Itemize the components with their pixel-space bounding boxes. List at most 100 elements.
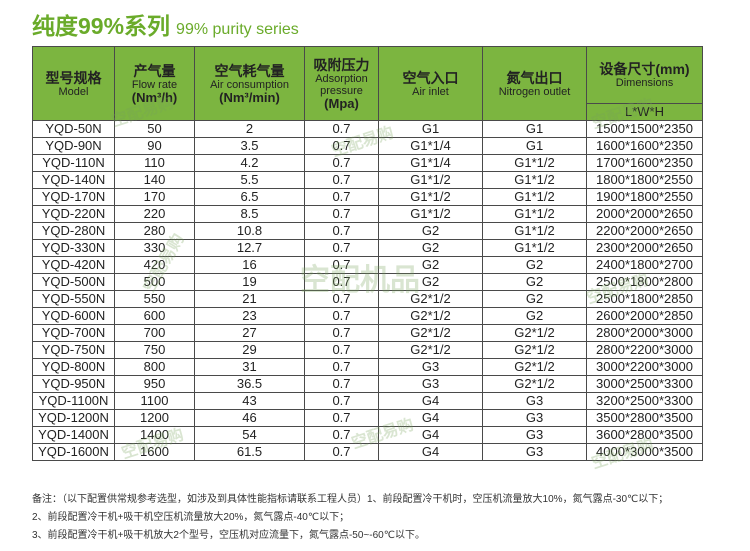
cell-pressure: 0.7 bbox=[304, 375, 379, 393]
table-row: YQD-110N 110 4.2 0.7 G1*1/4 G1*1/2 1700*1600*2… bbox=[32, 154, 703, 172]
cell-air-consumption: 3.5 bbox=[194, 137, 305, 155]
table-row: YQD-50N 50 2 0.7 G1 G1 1500*1500*2350 bbox=[32, 120, 703, 138]
cell-model: YQD-1400N bbox=[32, 426, 115, 444]
table-row: YQD-220N 220 8.5 0.7 G1*1/2 G1*1/2 2000*2000*2… bbox=[32, 205, 703, 223]
cell-dimensions: 1600*1600*2350 bbox=[586, 137, 703, 155]
table-row: YQD-750N 750 29 0.7 G2*1/2 G2*1/2 2800*2200*30… bbox=[32, 341, 703, 359]
cell-dimensions: 3000*2500*3300 bbox=[586, 375, 703, 393]
spec-table-body: YQD-50N 50 2 0.7 G1 G1 1500*1500*2350 YQD-90N 90… bbox=[32, 120, 703, 461]
cell-pressure: 0.7 bbox=[304, 273, 379, 291]
cell-flow-rate: 330 bbox=[114, 239, 195, 257]
cell-nitrogen-outlet: G2*1/2 bbox=[482, 358, 587, 376]
note-line: 3、前段配置冷干机+吸干机放大2个型号，空压机对应流量下，氮气露点-50~-60… bbox=[32, 530, 425, 541]
cell-nitrogen-outlet: G1 bbox=[482, 120, 587, 138]
cell-nitrogen-outlet: G3 bbox=[482, 426, 587, 444]
cell-pressure: 0.7 bbox=[304, 239, 379, 257]
title-zh: 纯度99%系列 bbox=[32, 13, 171, 39]
cell-air-inlet: G1 bbox=[378, 120, 483, 138]
cell-dimensions: 2400*1800*2700 bbox=[586, 256, 703, 274]
cell-model: YQD-1200N bbox=[32, 409, 115, 427]
cell-air-consumption: 12.7 bbox=[194, 239, 305, 257]
header-dimensions-sub: L*W*H bbox=[586, 103, 703, 121]
cell-flow-rate: 500 bbox=[114, 273, 195, 291]
cell-dimensions: 3600*2800*3500 bbox=[586, 426, 703, 444]
cell-air-consumption: 19 bbox=[194, 273, 305, 291]
cell-dimensions: 2500*1800*2800 bbox=[586, 273, 703, 291]
spec-table: 型号规格 Model 产气量 Flow rate (Nm³/h) 空气耗气量 A… bbox=[32, 46, 703, 461]
cell-air-consumption: 2 bbox=[194, 120, 305, 138]
cell-model: YQD-1100N bbox=[32, 392, 115, 410]
cell-pressure: 0.7 bbox=[304, 358, 379, 376]
cell-dimensions: 3500*2800*3500 bbox=[586, 409, 703, 427]
cell-nitrogen-outlet: G3 bbox=[482, 443, 587, 461]
cell-pressure: 0.7 bbox=[304, 392, 379, 410]
cell-nitrogen-outlet: G3 bbox=[482, 409, 587, 427]
header-model: 型号规格 Model bbox=[32, 46, 115, 121]
cell-air-consumption: 29 bbox=[194, 341, 305, 359]
cell-air-inlet: G4 bbox=[378, 409, 483, 427]
cell-flow-rate: 1100 bbox=[114, 392, 195, 410]
cell-model: YQD-800N bbox=[32, 358, 115, 376]
cell-air-inlet: G4 bbox=[378, 443, 483, 461]
cell-air-consumption: 5.5 bbox=[194, 171, 305, 189]
cell-flow-rate: 140 bbox=[114, 171, 195, 189]
cell-air-inlet: G1*1/2 bbox=[378, 188, 483, 206]
cell-air-consumption: 46 bbox=[194, 409, 305, 427]
cell-flow-rate: 110 bbox=[114, 154, 195, 172]
cell-air-consumption: 10.8 bbox=[194, 222, 305, 240]
cell-air-consumption: 61.5 bbox=[194, 443, 305, 461]
table-row: YQD-420N 420 16 0.7 G2 G2 2400*1800*2700 bbox=[32, 256, 703, 274]
table-row: YQD-1100N 1100 43 0.7 G4 G3 3200*2500*3300 bbox=[32, 392, 703, 410]
cell-air-inlet: G2 bbox=[378, 256, 483, 274]
cell-air-inlet: G4 bbox=[378, 392, 483, 410]
cell-nitrogen-outlet: G1*1/2 bbox=[482, 154, 587, 172]
table-row: YQD-800N 800 31 0.7 G3 G2*1/2 3000*2200*3000 bbox=[32, 358, 703, 376]
cell-air-inlet: G1*1/2 bbox=[378, 205, 483, 223]
cell-model: YQD-600N bbox=[32, 307, 115, 325]
table-row: YQD-280N 280 10.8 0.7 G2 G1*1/2 2200*2000*2650 bbox=[32, 222, 703, 240]
table-row: YQD-1600N 1600 61.5 0.7 G4 G3 4000*3000*3500 bbox=[32, 443, 703, 461]
cell-flow-rate: 1400 bbox=[114, 426, 195, 444]
cell-flow-rate: 50 bbox=[114, 120, 195, 138]
cell-pressure: 0.7 bbox=[304, 307, 379, 325]
cell-pressure: 0.7 bbox=[304, 120, 379, 138]
cell-nitrogen-outlet: G2 bbox=[482, 273, 587, 291]
cell-air-inlet: G3 bbox=[378, 375, 483, 393]
cell-pressure: 0.7 bbox=[304, 443, 379, 461]
cell-nitrogen-outlet: G2*1/2 bbox=[482, 324, 587, 342]
cell-pressure: 0.7 bbox=[304, 409, 379, 427]
cell-model: YQD-550N bbox=[32, 290, 115, 308]
page-title: 纯度99%系列 99% purity series bbox=[32, 9, 299, 43]
cell-air-inlet: G2 bbox=[378, 239, 483, 257]
cell-model: YQD-280N bbox=[32, 222, 115, 240]
cell-model: YQD-90N bbox=[32, 137, 115, 155]
cell-pressure: 0.7 bbox=[304, 188, 379, 206]
cell-air-consumption: 6.5 bbox=[194, 188, 305, 206]
header-air-inlet: 空气入口 Air inlet bbox=[378, 46, 483, 121]
cell-flow-rate: 600 bbox=[114, 307, 195, 325]
cell-air-consumption: 54 bbox=[194, 426, 305, 444]
cell-dimensions: 3000*2200*3000 bbox=[586, 358, 703, 376]
table-row: YQD-600N 600 23 0.7 G2*1/2 G2 2600*2000*2850 bbox=[32, 307, 703, 325]
cell-nitrogen-outlet: G1*1/2 bbox=[482, 205, 587, 223]
cell-dimensions: 1700*1600*2350 bbox=[586, 154, 703, 172]
cell-air-inlet: G2 bbox=[378, 273, 483, 291]
title-en: 99% purity series bbox=[176, 21, 299, 38]
cell-flow-rate: 220 bbox=[114, 205, 195, 223]
cell-pressure: 0.7 bbox=[304, 137, 379, 155]
table-row: YQD-500N 500 19 0.7 G2 G2 2500*1800*2800 bbox=[32, 273, 703, 291]
table-row: YQD-1400N 1400 54 0.7 G4 G3 3600*2800*3500 bbox=[32, 426, 703, 444]
note-line: 备注：（以下配置供常规参考选型，如涉及到具体性能指标请联系工程人员）1、前段配置… bbox=[32, 494, 669, 505]
table-row: YQD-550N 550 21 0.7 G2*1/2 G2 2500*1800*2850 bbox=[32, 290, 703, 308]
cell-flow-rate: 950 bbox=[114, 375, 195, 393]
cell-dimensions: 2000*2000*2650 bbox=[586, 205, 703, 223]
cell-nitrogen-outlet: G1*1/2 bbox=[482, 239, 587, 257]
cell-nitrogen-outlet: G3 bbox=[482, 392, 587, 410]
cell-air-consumption: 8.5 bbox=[194, 205, 305, 223]
cell-pressure: 0.7 bbox=[304, 222, 379, 240]
cell-air-inlet: G4 bbox=[378, 426, 483, 444]
cell-model: YQD-110N bbox=[32, 154, 115, 172]
cell-dimensions: 2800*2200*3000 bbox=[586, 341, 703, 359]
cell-dimensions: 2500*1800*2850 bbox=[586, 290, 703, 308]
cell-air-inlet: G2*1/2 bbox=[378, 290, 483, 308]
